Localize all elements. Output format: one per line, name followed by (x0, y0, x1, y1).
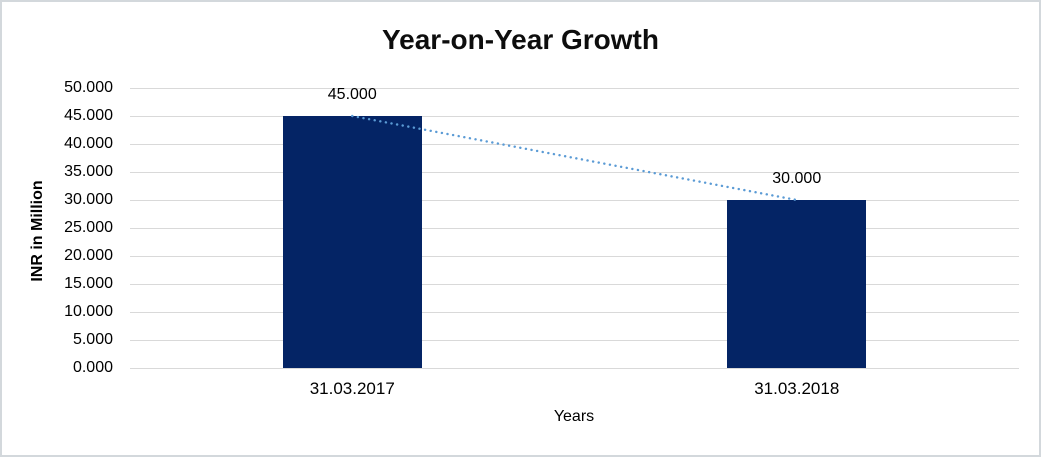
y-tick-label: 5.000 (72, 331, 113, 348)
y-tick-label: 15.000 (64, 275, 113, 292)
x-axis-title: Years (553, 408, 595, 425)
trendline-layer (351, 114, 798, 202)
x-category-label: 31.03.2018 (754, 379, 840, 398)
bar-31.03.2018 (727, 200, 867, 368)
y-tick-label: 50.000 (64, 79, 113, 96)
y-tick-label: 25.000 (64, 219, 113, 236)
y-tick-label: 20.000 (64, 247, 113, 264)
y-tick-label: 40.000 (64, 135, 113, 152)
y-tick-label: 45.000 (64, 107, 113, 124)
gridlines-layer (130, 88, 1019, 369)
x-category-label: 31.03.2017 (309, 379, 395, 398)
y-tick-label: 35.000 (64, 163, 113, 180)
data-label: 30.000 (772, 170, 822, 187)
data-label: 45.000 (327, 86, 377, 103)
chart-title: Year-on-Year Growth (382, 24, 659, 55)
bar-31.03.2017 (282, 116, 422, 368)
y-tick-label: 10.000 (64, 303, 113, 320)
y-tick-label: 30.000 (64, 191, 113, 208)
y-tick-label: 0.000 (72, 359, 113, 376)
